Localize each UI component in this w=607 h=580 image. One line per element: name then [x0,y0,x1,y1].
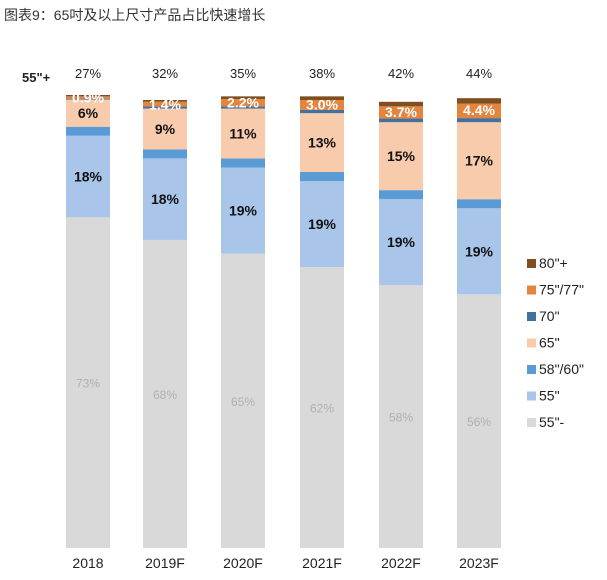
bar-segment [66,99,110,127]
x-tick-label: 2019F [145,555,185,571]
bar-segment [300,99,344,110]
data-label: 1.4% [149,96,181,112]
total-label: 35% [230,66,256,81]
bar-segment [221,158,265,168]
bar-segment [300,113,344,173]
bar-segment [457,122,501,200]
bar-segment [300,267,344,548]
bar-segment [143,99,187,102]
bar-segment [143,108,187,150]
data-label: 19% [387,234,416,250]
bar-segment [379,106,423,119]
data-label: 4.4% [463,102,495,118]
bar-segment [221,96,265,100]
data-label: 62% [310,402,334,416]
bar-segment [221,167,265,254]
bar-segment [300,109,344,114]
bar-segment [379,199,423,286]
data-label: 3.0% [306,97,338,113]
bar-segment [457,199,501,209]
data-label: 73% [76,377,100,391]
bar-segment [221,108,265,159]
data-label: 18% [74,169,103,185]
bar-segment [221,99,265,107]
bar-segment [66,96,110,99]
x-tick-label: 2021F [302,555,342,571]
bar-segment [457,294,501,548]
data-label: 58% [389,411,413,425]
data-label: 19% [308,216,337,232]
data-label: 9% [155,121,176,137]
legend-label: 65" [539,335,560,351]
data-label: 0.9% [72,89,104,105]
data-label: 56% [467,415,491,429]
chart-title: 图表9：65吋及以上尺寸产品占比快速增长 [4,7,266,23]
x-tick-label: 2022F [381,555,421,571]
total-row-label: 55"+ [22,70,51,85]
data-label: 19% [465,243,494,259]
bar-segment [379,118,423,123]
bar-segment [66,126,110,136]
data-label: 17% [465,153,494,169]
x-tick-label: 2023F [459,555,499,571]
legend-label: 75"/77" [539,282,584,298]
legend-swatch [527,418,536,427]
data-label: 6% [78,105,99,121]
legend-swatch [527,285,536,295]
bar-segment [300,96,344,100]
legend-swatch [527,259,536,268]
bar-segment [66,217,110,548]
legend-label: 55" [539,388,560,404]
data-label: 15% [387,148,416,164]
total-label: 32% [152,66,178,81]
data-label: 18% [151,191,180,207]
bar-segment [457,98,501,104]
bar-segment [457,103,501,119]
bar-segment [143,106,187,109]
total-label: 38% [309,66,335,81]
bar-segment [143,101,187,107]
legend-label: 70" [539,308,560,324]
bar-segment [143,239,187,548]
bar-segment [143,158,187,240]
data-label: 13% [308,135,337,151]
bar-segment [221,106,265,109]
data-label: 11% [229,126,257,142]
data-label: 68% [153,388,177,402]
legend-label: 58"/60" [539,361,584,377]
bar-segment [379,101,423,107]
legend-swatch [527,312,536,321]
bar-segment [379,190,423,200]
total-label: 42% [388,66,414,81]
legend-swatch [527,391,536,401]
bar-segment [379,285,423,548]
total-label: 27% [75,66,101,81]
legend-swatch [527,365,536,374]
bar-segment [457,118,501,123]
bar-segment [66,98,110,100]
x-tick-label: 2018 [72,555,103,571]
data-label: 3.7% [385,104,417,120]
bar-segment [66,135,110,218]
data-label: 2.2% [227,94,259,110]
total-label: 44% [466,66,492,81]
bar-segment [221,253,265,549]
data-label: 19% [229,203,258,219]
bar-segment [66,95,110,97]
bar-segment [300,181,344,268]
legend-label: 55"- [539,414,565,430]
data-label: 65% [231,395,255,409]
x-tick-label: 2020F [223,555,263,571]
bar-segment [457,208,501,295]
legend-label: 80"+ [539,255,568,271]
bar-segment [379,122,423,191]
legend-swatch [527,338,536,348]
bar-segment [300,172,344,182]
bar-segment [143,149,187,159]
